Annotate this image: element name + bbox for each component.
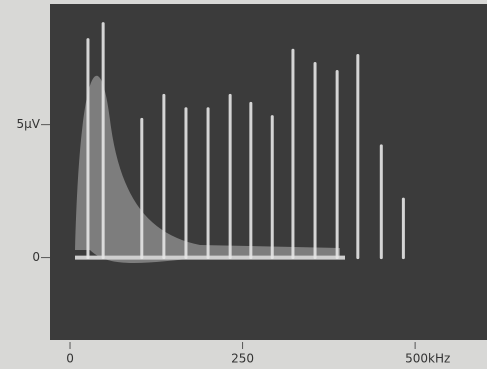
y-tick-label: 5µV: [17, 117, 41, 131]
screen: [50, 4, 487, 340]
x-tick-label: 0: [66, 352, 74, 366]
plot: 0 5µV 0 250 500kHz: [17, 22, 450, 366]
x-tick-label: 250: [231, 352, 254, 366]
y-tick-label: 0: [32, 250, 40, 264]
x-tick-label: 500kHz: [405, 352, 450, 366]
